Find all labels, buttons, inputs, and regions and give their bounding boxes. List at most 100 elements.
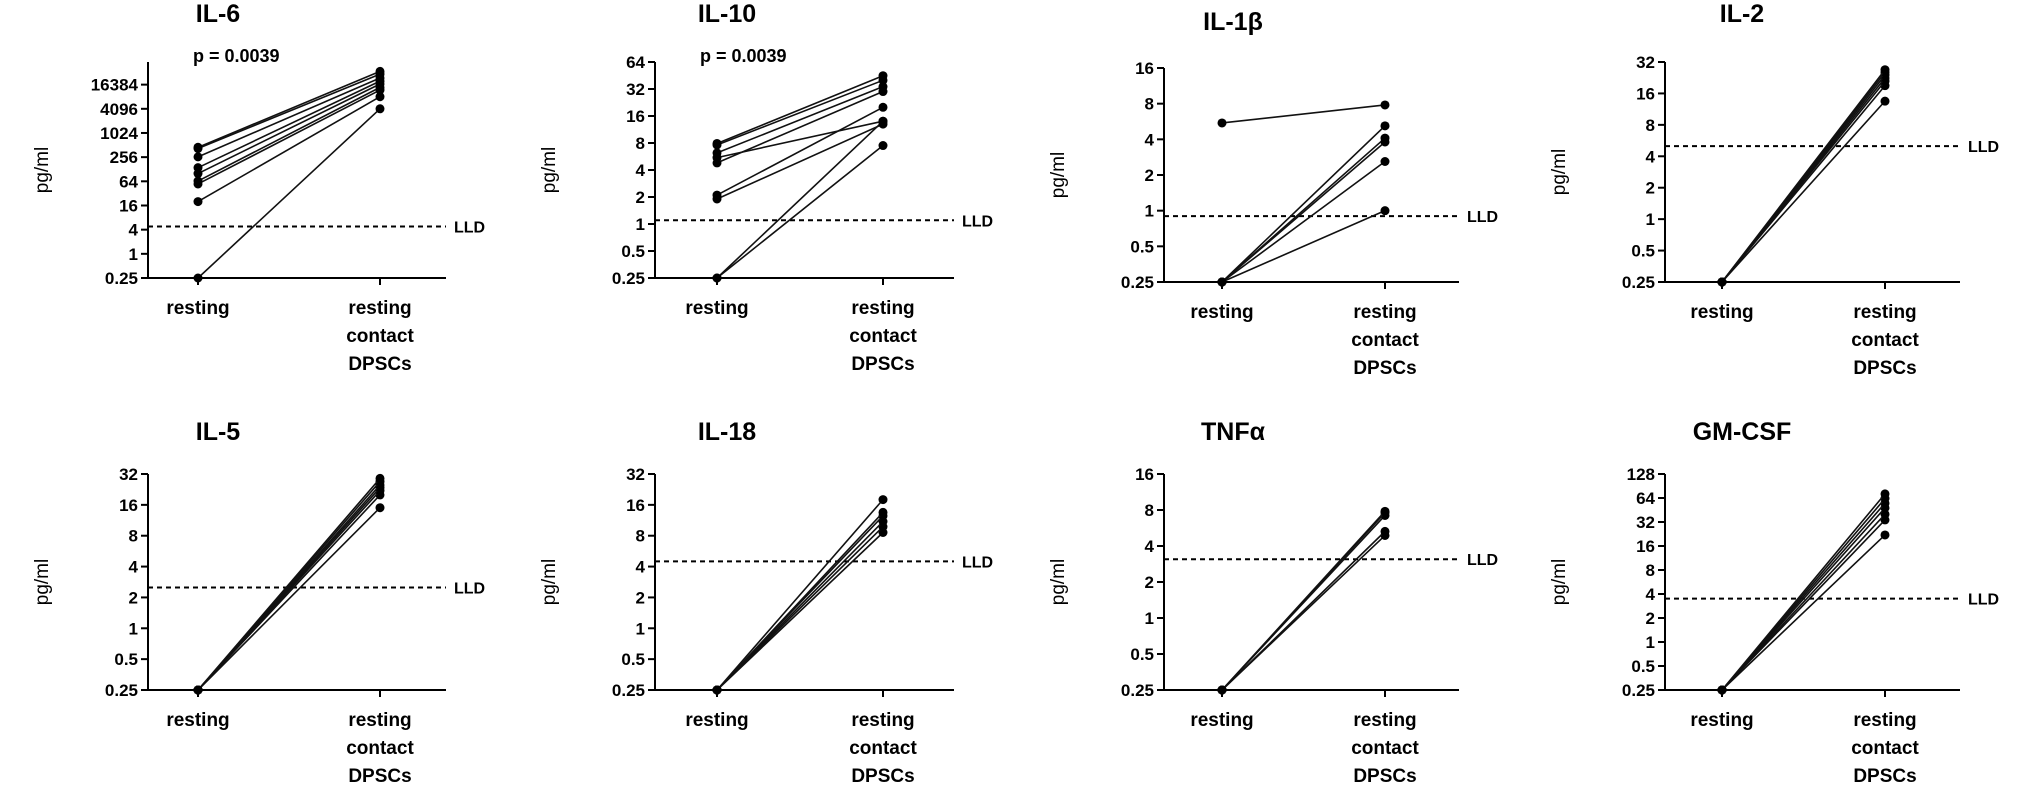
x-category-label-line: contact: [1851, 330, 1919, 351]
paired-line: [716, 85, 884, 154]
y-tick-label: 2: [636, 188, 645, 207]
y-tick-label: 16: [626, 107, 645, 126]
lld-label: LLD: [454, 580, 485, 597]
x-category-label-line: contact: [1351, 330, 1419, 351]
y-tick-label: 0.5: [1631, 242, 1655, 261]
y-tick-label: 8: [1646, 116, 1655, 135]
paired-line: [197, 77, 381, 158]
y-tick-label: 2: [1145, 573, 1154, 592]
x-category-label-line: contact: [1351, 738, 1419, 759]
x-category-label: resting contact DPSCs: [346, 710, 414, 787]
data-point-contact: [375, 92, 385, 102]
paired-line: [1221, 141, 1386, 283]
y-tick-label: 0.25: [612, 681, 645, 700]
x-category-label-line: contact: [849, 738, 917, 759]
panel-title: IL-10: [698, 0, 756, 28]
y-tick-label: 2: [129, 588, 138, 607]
data-point-contact: [878, 141, 888, 151]
lld-label: LLD: [1467, 209, 1498, 226]
data-point-contact: [878, 71, 888, 81]
x-category-label-line: resting: [1353, 302, 1416, 323]
paired-line: [716, 74, 884, 145]
y-tick-label: 16: [1636, 537, 1655, 556]
panel-il-5: IL-5 0.25 0.5 1 2 4 8 16 32 pg/ml resting resting co…: [32, 418, 485, 787]
data-point-resting: [1217, 685, 1227, 695]
data-point-resting: [193, 142, 203, 152]
lld-label: LLD: [1467, 552, 1498, 569]
paired-line: [197, 80, 381, 169]
data-point-contact: [878, 82, 888, 92]
paired-line: [1221, 530, 1386, 691]
y-tick-label: 4: [1145, 537, 1155, 556]
data-point-contact: [375, 473, 385, 483]
paired-line: [1721, 493, 1886, 691]
y-tick-label: 32: [626, 465, 645, 484]
x-category-label-line: resting: [1853, 302, 1916, 323]
y-tick-label: 0.5: [621, 650, 645, 669]
data-point-resting: [193, 163, 203, 173]
panel-il-18: IL-18 0.25 0.5 1 2 4 8 16 32 pg/ml resting resting c…: [539, 418, 993, 787]
y-tick-label: 2: [1646, 179, 1655, 198]
y-tick-label: 0.5: [1130, 237, 1154, 256]
data-point-contact: [1880, 96, 1890, 106]
p-value-annotation: p = 0.0039: [193, 46, 280, 66]
paired-line: [197, 108, 381, 279]
y-tick-label: 16: [1636, 84, 1655, 103]
x-category-label-line: DPSCs: [1353, 358, 1416, 379]
y-tick-label: 16: [119, 196, 138, 215]
data-point-resting: [193, 197, 203, 207]
paired-line: [716, 499, 884, 691]
panel-title: IL-18: [698, 418, 756, 446]
y-tick-label: 4: [636, 558, 646, 577]
paired-line: [716, 144, 884, 279]
y-tick-label: 8: [636, 527, 645, 546]
y-tick-label: 32: [119, 465, 138, 484]
y-tick-label: 8: [636, 134, 645, 153]
x-category-label: resting: [1690, 710, 1753, 731]
y-tick-label: 32: [1636, 513, 1655, 532]
x-category-label: resting: [685, 298, 748, 319]
y-tick-label: 4: [129, 558, 139, 577]
x-category-label-line: DPSCs: [1853, 358, 1916, 379]
paired-line: [716, 120, 884, 279]
x-category-label-line: contact: [1851, 738, 1919, 759]
x-category-label-line: resting: [1853, 710, 1916, 731]
paired-line: [1221, 125, 1386, 283]
x-category-label: resting: [166, 710, 229, 731]
lld-label: LLD: [1968, 592, 1999, 609]
x-category-label-line: DPSCs: [1853, 766, 1916, 787]
data-point-resting: [1717, 277, 1727, 287]
x-category-label-line: DPSCs: [348, 766, 411, 787]
x-category-label-line: resting: [851, 710, 914, 731]
paired-line: [716, 106, 884, 196]
paired-line: [1221, 209, 1386, 283]
lld-label: LLD: [1968, 139, 1999, 156]
paired-line: [716, 511, 884, 691]
data-point-contact: [878, 495, 888, 505]
x-category-label: resting contact DPSCs: [1851, 710, 1919, 787]
paired-line: [1721, 534, 1886, 691]
lld-label: LLD: [962, 213, 993, 230]
x-category-label-line: DPSCs: [1353, 766, 1416, 787]
panel-title: IL-6: [196, 0, 240, 28]
paired-line: [197, 89, 381, 185]
y-axis-label: pg/ml: [32, 559, 53, 605]
data-point-contact: [878, 102, 888, 112]
data-point-contact: [878, 507, 888, 517]
paired-line: [197, 477, 381, 691]
y-axis-label: pg/ml: [539, 147, 560, 193]
data-point-resting: [1717, 685, 1727, 695]
data-point-contact: [1880, 509, 1890, 519]
y-tick-label: 0.25: [612, 269, 645, 288]
x-category-label-line: resting: [348, 710, 411, 731]
y-tick-label: 32: [626, 80, 645, 99]
paired-line: [197, 507, 381, 691]
x-category-label-line: DPSCs: [851, 766, 914, 787]
y-tick-label: 0.25: [1121, 273, 1154, 292]
paired-line: [1221, 104, 1386, 124]
y-tick-label: 8: [1145, 95, 1154, 114]
panel-title: IL-1β: [1203, 8, 1263, 36]
x-category-label-line: resting: [348, 298, 411, 319]
y-tick-label: 16384: [91, 76, 139, 95]
